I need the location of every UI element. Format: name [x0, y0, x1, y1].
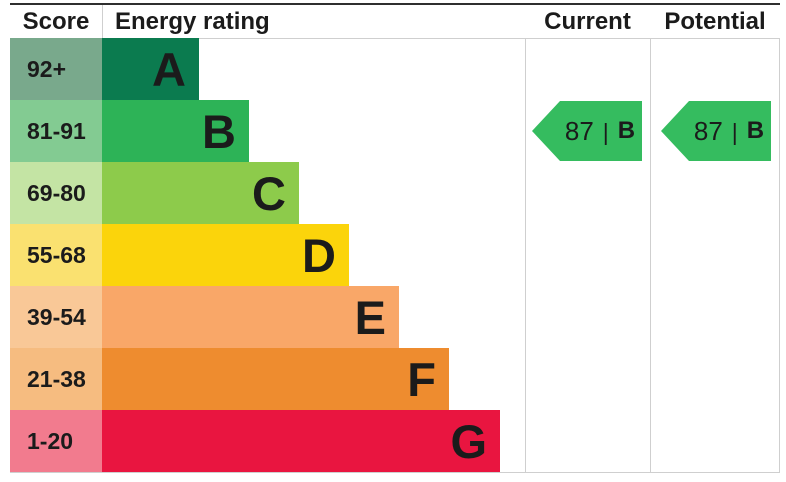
- current-rating-value: 87: [564, 115, 594, 146]
- score-range-cell-g: 1-20: [10, 410, 102, 472]
- table-right-border: [779, 5, 780, 473]
- potential-separator: |: [731, 118, 738, 145]
- score-range-label-d: 55-68: [27, 241, 86, 268]
- band-letter-a: A: [152, 42, 186, 96]
- score-range-cell-c: 69-80: [10, 162, 102, 224]
- band-bar-c: C: [102, 162, 299, 224]
- band-letter-d: D: [302, 228, 336, 282]
- band-row-b: 81-91 B: [10, 100, 780, 162]
- band-bar-e: E: [102, 286, 399, 348]
- band-row-g: 1-20 G: [10, 410, 780, 472]
- band-bar-f: F: [102, 348, 449, 410]
- score-range-label-g: 1-20: [27, 427, 74, 454]
- table-top-border: [10, 3, 780, 5]
- current-separator: |: [602, 118, 609, 145]
- score-range-label-c: 69-80: [27, 179, 86, 206]
- score-range-cell-b: 81-91: [10, 100, 102, 162]
- band-row-e: 39-54 E: [10, 286, 780, 348]
- band-bar-d: D: [102, 224, 349, 286]
- band-row-d: 55-68 D: [10, 224, 780, 286]
- header-energy-rating: Energy rating: [115, 7, 270, 35]
- score-range-label-b: 81-91: [27, 117, 86, 144]
- band-row-f: 21-38 F: [10, 348, 780, 410]
- band-row-c: 69-80 C: [10, 162, 780, 224]
- band-bar-a: A: [102, 38, 199, 100]
- band-row-a: 92+ A: [10, 38, 780, 100]
- score-range-label-e: 39-54: [27, 303, 86, 330]
- score-range-label-f: 21-38: [27, 365, 86, 392]
- score-range-cell-e: 39-54: [10, 286, 102, 348]
- header-current: Current: [544, 7, 631, 35]
- band-letter-b: B: [202, 104, 236, 158]
- score-range-cell-a: 92+: [10, 38, 102, 100]
- score-range-label-a: 92+: [27, 55, 67, 82]
- current-rating-band: B: [617, 117, 636, 144]
- header-score: Score: [10, 5, 103, 38]
- score-range-cell-d: 55-68: [10, 224, 102, 286]
- header-potential: Potential: [664, 7, 766, 35]
- score-range-cell-f: 21-38: [10, 348, 102, 410]
- column-divider-potential: [650, 5, 651, 473]
- potential-rating-value: 87: [693, 115, 723, 146]
- band-bar-b: B: [102, 100, 249, 162]
- band-letter-f: F: [407, 352, 436, 406]
- table-header: Score Energy rating Current Potential: [10, 5, 780, 39]
- band-letter-g: G: [450, 414, 487, 468]
- band-letter-e: E: [354, 290, 386, 344]
- potential-rating-band: B: [746, 117, 765, 144]
- column-divider-current: [525, 5, 526, 473]
- band-bar-g: G: [102, 410, 500, 472]
- table-bottom-border: [10, 472, 780, 473]
- band-letter-c: C: [252, 166, 286, 220]
